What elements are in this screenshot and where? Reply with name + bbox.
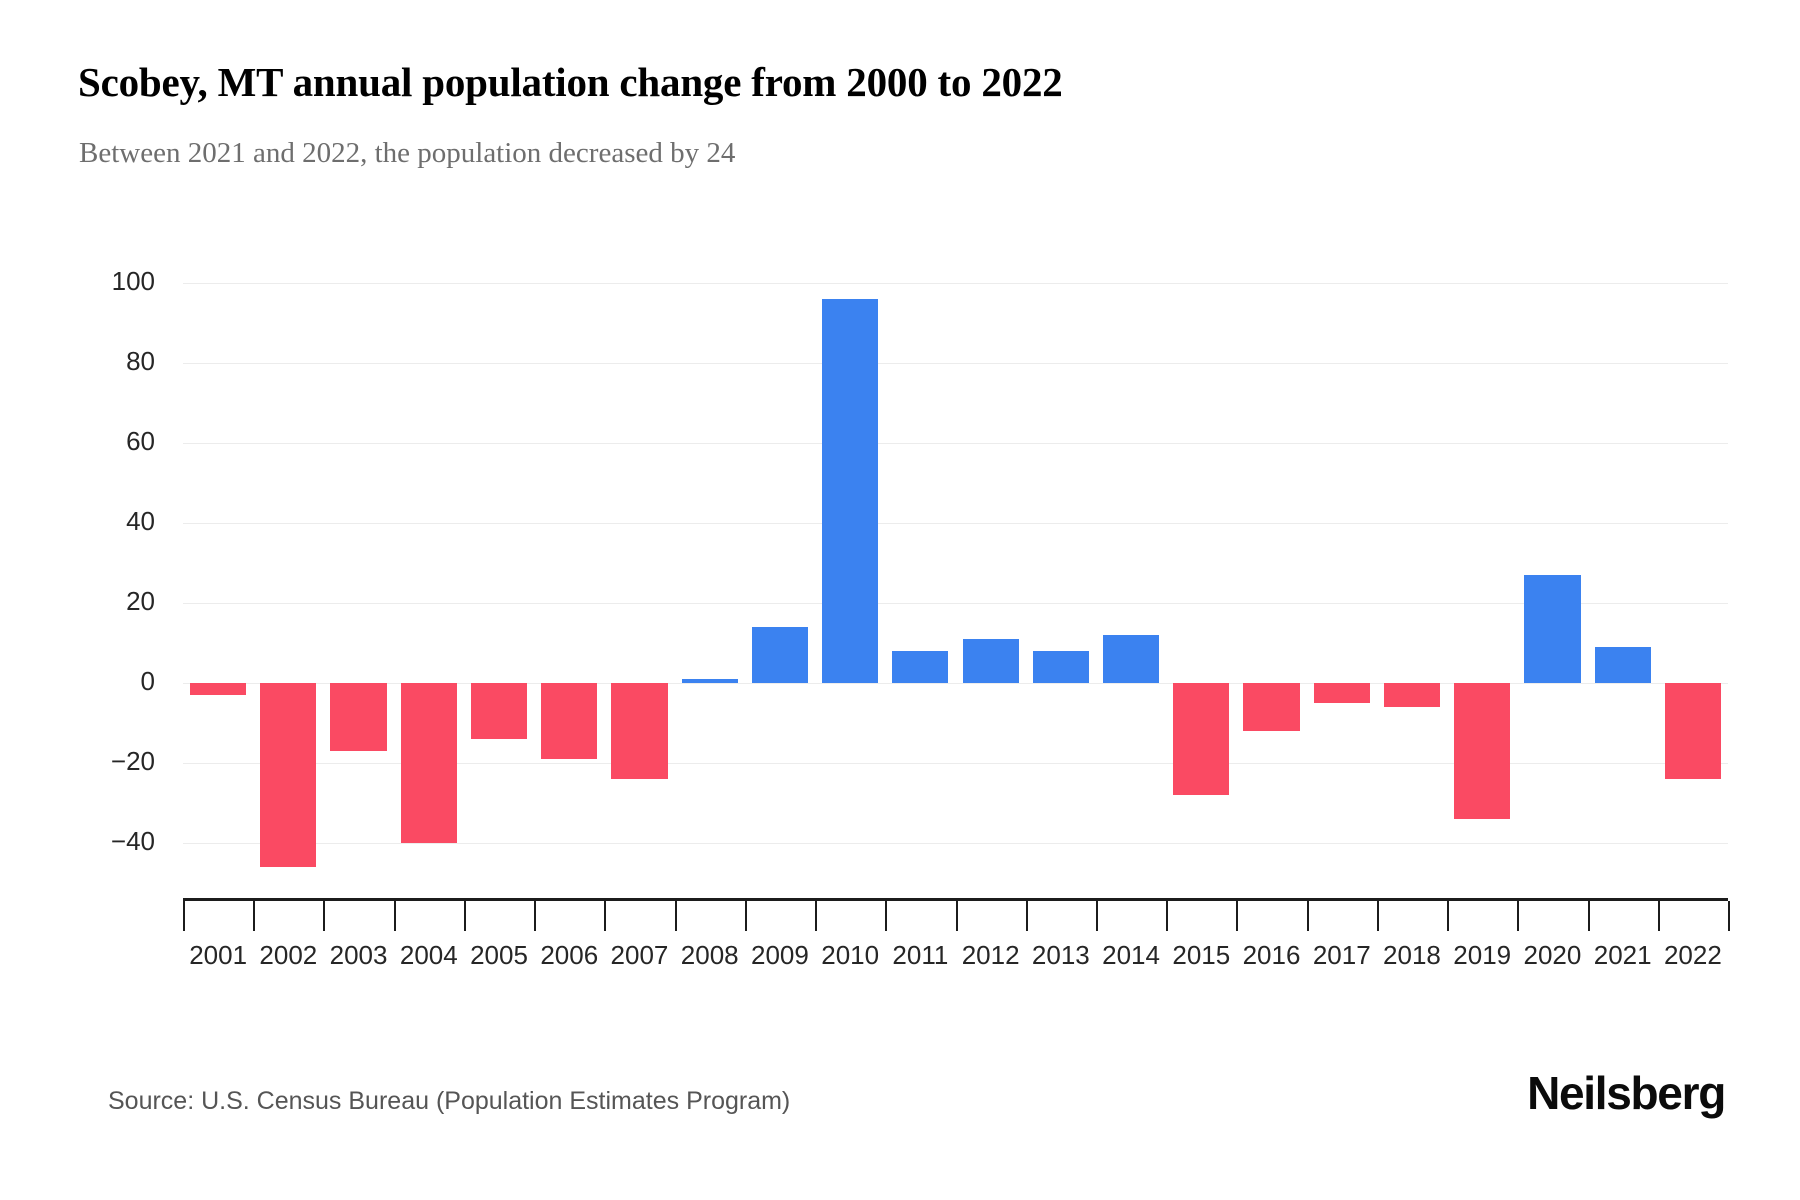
x-axis-tick: [323, 901, 326, 931]
bar-2012[interactable]: [962, 639, 1019, 683]
x-axis-tick: [1236, 901, 1239, 931]
x-axis-line: [183, 898, 1728, 901]
x-axis-tick-label: 2017: [1312, 940, 1371, 970]
bar-2009[interactable]: [751, 627, 808, 683]
bar-2007[interactable]: [611, 683, 668, 779]
bar-2006[interactable]: [541, 683, 598, 759]
y-axis-tick-label: 100: [111, 266, 155, 296]
bar-2019[interactable]: [1454, 683, 1511, 819]
page-subtitle: Between 2021 and 2022, the population de…: [79, 137, 736, 169]
x-axis-tick-label: 2003: [329, 940, 388, 970]
x-axis-tick-label: 2015: [1172, 940, 1231, 970]
bar-2021[interactable]: [1594, 647, 1651, 683]
gridline: [183, 363, 1728, 364]
bar-2010[interactable]: [822, 299, 879, 683]
x-axis-tick-label: 2014: [1102, 940, 1160, 970]
x-axis-tick: [1728, 901, 1730, 931]
y-axis-tick-label: 0: [140, 666, 155, 696]
gridline: [183, 523, 1728, 524]
x-axis-tick: [1587, 901, 1590, 931]
x-axis-tick-label: 2018: [1383, 940, 1441, 970]
bar-2001[interactable]: [190, 683, 247, 695]
x-axis-tick-label: 2008: [680, 940, 739, 970]
gridline: [183, 843, 1728, 844]
x-axis-tick: [1376, 901, 1379, 931]
bar-2003[interactable]: [330, 683, 387, 751]
gridline: [183, 763, 1728, 764]
x-axis-tick: [1306, 901, 1309, 931]
x-axis-tick: [815, 901, 818, 931]
bar-2008[interactable]: [681, 679, 738, 683]
gridline: [183, 683, 1728, 684]
x-axis-tick-label: 2001: [189, 940, 248, 970]
gridline: [183, 603, 1728, 604]
x-axis-tick-label: 2022: [1663, 940, 1722, 970]
x-axis-tick: [183, 901, 185, 931]
x-axis-tick-label: 2011: [892, 940, 949, 970]
x-axis-tick: [744, 901, 747, 931]
y-axis-tick-label: 20: [126, 586, 155, 616]
x-axis-tick: [885, 901, 888, 931]
bar-2002[interactable]: [260, 683, 317, 867]
brand-logo: Neilsberg: [1527, 1067, 1726, 1119]
y-axis-tick-label: −40: [110, 826, 155, 856]
x-axis-tick-label: 2019: [1453, 940, 1512, 970]
bar-2011[interactable]: [892, 651, 949, 683]
x-axis-tick: [674, 901, 677, 931]
x-axis-tick: [253, 901, 256, 931]
bar-2022[interactable]: [1664, 683, 1721, 779]
x-axis-tick-label: 2013: [1031, 940, 1090, 970]
bar-2015[interactable]: [1173, 683, 1230, 795]
bar-2020[interactable]: [1524, 575, 1581, 683]
x-axis-tick-label: 2021: [1593, 940, 1652, 970]
x-axis-tick: [604, 901, 607, 931]
bar-2017[interactable]: [1313, 683, 1370, 703]
bar-2005[interactable]: [470, 683, 528, 739]
bar-2016[interactable]: [1243, 683, 1300, 731]
x-axis-tick-label: 2004: [399, 940, 458, 970]
x-axis-tick-label: 2005: [470, 940, 528, 970]
gridline: [183, 443, 1728, 444]
x-axis-tick: [1447, 901, 1450, 931]
bar-2018[interactable]: [1383, 683, 1441, 707]
bar-2014[interactable]: [1102, 635, 1160, 683]
x-axis-tick: [1166, 901, 1169, 931]
x-axis-tick-label: 2006: [540, 940, 599, 970]
source-note: Source: U.S. Census Bureau (Population E…: [108, 1087, 791, 1115]
gridline: [183, 283, 1728, 284]
x-axis-tick: [393, 901, 396, 931]
x-axis-tick-label: 2007: [610, 940, 669, 970]
y-axis-tick-label: 60: [126, 426, 155, 456]
x-axis-tick: [1095, 901, 1098, 931]
x-axis-tick: [1657, 901, 1660, 931]
y-axis-tick-label: 80: [126, 346, 155, 376]
x-axis-tick: [1517, 901, 1520, 931]
y-axis-tick-label: 40: [126, 506, 155, 536]
x-axis-tick: [463, 901, 466, 931]
x-axis-tick-label: 2020: [1523, 940, 1582, 970]
bar-2013[interactable]: [1032, 651, 1089, 683]
y-axis-tick-label: −20: [110, 746, 155, 776]
page-title: Scobey, MT annual population change from…: [78, 59, 1063, 105]
x-axis-tick-label: 2012: [961, 940, 1020, 970]
x-axis-tick-label: 2016: [1242, 940, 1301, 970]
x-axis-tick: [955, 901, 958, 931]
x-axis-tick: [534, 901, 537, 931]
bar-2004[interactable]: [400, 683, 457, 843]
x-axis-tick-label: 2010: [821, 940, 880, 970]
x-axis-tick-label: 2009: [751, 940, 809, 970]
x-axis-tick: [1025, 901, 1028, 931]
x-axis-tick-label: 2002: [259, 940, 318, 970]
